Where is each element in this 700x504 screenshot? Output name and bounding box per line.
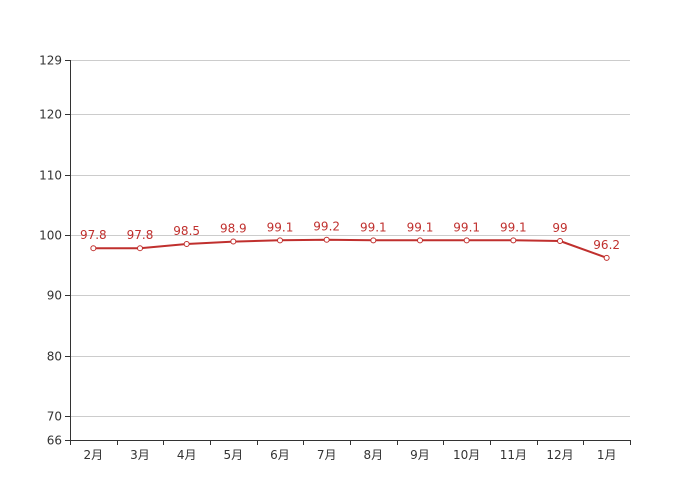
data-label: 99	[552, 221, 567, 235]
data-point[interactable]	[370, 237, 377, 244]
y-tick-label: 90	[47, 289, 62, 303]
y-tick-label: 80	[47, 350, 62, 364]
y-tick-label: 110	[39, 169, 62, 183]
data-point[interactable]	[323, 236, 330, 243]
x-tick-label: 12月	[546, 448, 573, 462]
data-point[interactable]	[463, 237, 470, 244]
data-label: 98.9	[220, 222, 247, 236]
data-label: 99.1	[500, 220, 527, 234]
x-tick-label: 7月	[317, 448, 337, 462]
y-tick-label: 70	[47, 410, 62, 424]
x-axis-ticks: 2月 3月 4月 5月 6月 7月 8月 9月 10月 11月 12月 1月	[70, 440, 631, 462]
x-tick-label: 11月	[500, 448, 527, 462]
data-point[interactable]	[90, 245, 97, 252]
x-tick-label: 8月	[364, 448, 384, 462]
y-tick-label: 66	[47, 434, 62, 448]
data-label: 99.2	[313, 220, 340, 234]
y-axis-ticks: 66 70 80 90 100 110 120 129	[39, 54, 70, 448]
data-label: 99.1	[360, 220, 387, 234]
data-point[interactable]	[417, 237, 423, 244]
data-point[interactable]	[603, 254, 610, 261]
data-label: 96.2	[593, 238, 620, 252]
data-label: 99.1	[453, 220, 480, 234]
data-point[interactable]	[183, 240, 190, 247]
data-label: 99.1	[267, 220, 294, 234]
y-tick-label: 120	[39, 108, 62, 122]
y-tick-label: 129	[39, 54, 62, 68]
x-tick-label: 1月	[597, 448, 617, 462]
gridlines	[70, 60, 630, 417]
data-point[interactable]	[510, 237, 517, 244]
data-point[interactable]	[277, 237, 283, 244]
data-labels: 97.8 97.8 98.5 98.9 99.1 99.2 99.1 99.1 99.1 99.1…	[80, 220, 620, 252]
data-point[interactable]	[557, 237, 563, 244]
x-tick-label: 3月	[130, 448, 150, 462]
series-line	[93, 238, 608, 259]
x-tick-label: 9月	[410, 448, 430, 462]
data-point[interactable]	[137, 245, 143, 252]
x-tick-label: 4月	[177, 448, 197, 462]
data-label: 97.8	[127, 228, 154, 242]
data-label: 99.1	[407, 220, 434, 234]
y-tick-label: 100	[39, 229, 62, 243]
x-tick-label: 10月	[453, 448, 480, 462]
data-label: 97.8	[80, 228, 107, 242]
series	[90, 236, 610, 261]
x-tick-label: 6月	[270, 448, 290, 462]
x-tick-label: 2月	[84, 448, 104, 462]
data-label: 98.5	[173, 224, 200, 238]
axes	[70, 60, 630, 441]
x-tick-label: 5月	[224, 448, 244, 462]
data-point[interactable]	[230, 238, 237, 245]
